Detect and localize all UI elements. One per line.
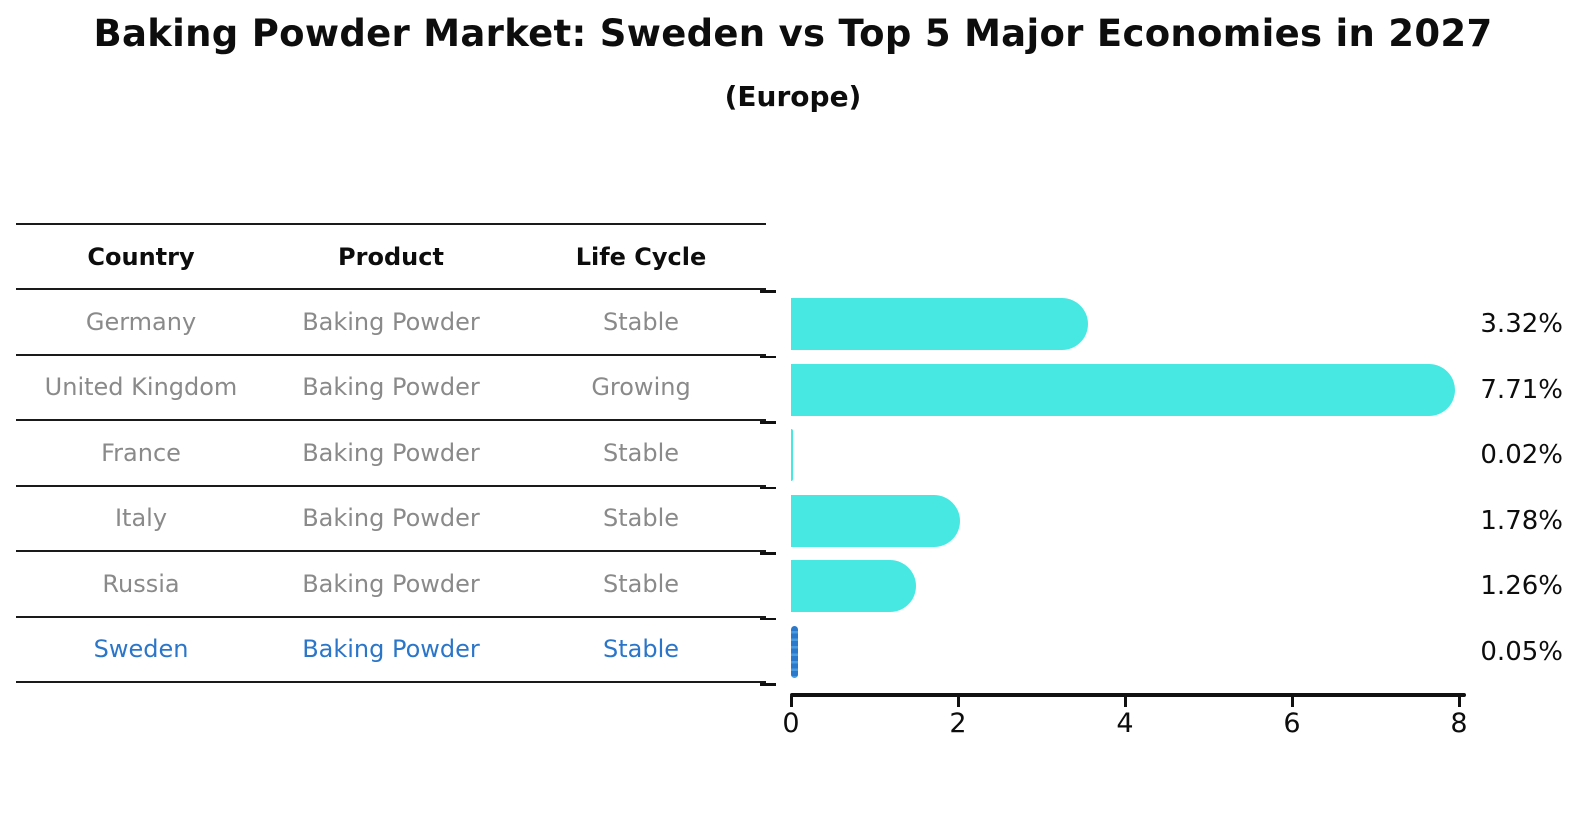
cell-united-kingdom-country: United Kingdom: [44, 373, 238, 402]
cell-sweden-product: Baking Powder: [302, 635, 480, 664]
value-label-united-kingdom: 7.71%: [1480, 374, 1563, 405]
table-row-italy: Italy Baking Powder Stable: [16, 487, 766, 552]
y-axis-tick-2: [760, 421, 776, 424]
x-axis-label-4: 4: [1116, 708, 1134, 739]
cell-united-kingdom-product: Baking Powder: [302, 373, 480, 402]
bar-russia: [791, 560, 917, 612]
x-axis-tick-4: [1123, 696, 1127, 707]
cell-italy-country: Italy: [114, 504, 168, 533]
x-axis-tick-8: [1457, 696, 1461, 707]
cell-italy-product: Baking Powder: [302, 504, 480, 533]
bar-sweden: [791, 625, 798, 678]
value-label-sweden: 0.05%: [1480, 636, 1563, 667]
x-axis-label-8: 8: [1450, 708, 1468, 739]
table-row-france: France Baking Powder Stable: [16, 421, 766, 487]
value-label-russia: 1.26%: [1480, 571, 1563, 601]
bar-germany: [791, 298, 1089, 350]
y-axis-tick-6: [760, 683, 776, 686]
x-axis-tick-2: [956, 696, 960, 707]
x-axis-label-0: 0: [782, 708, 800, 739]
y-axis-tick-3: [760, 486, 776, 490]
bar-france: [791, 429, 793, 481]
value-label-germany: 3.32%: [1480, 309, 1563, 339]
cell-germany-product: Baking Powder: [302, 307, 480, 336]
x-axis-line: [790, 693, 1466, 697]
y-axis-tick-4: [760, 552, 776, 555]
cell-united-kingdom-life-cycle: Growing: [591, 373, 691, 402]
chart-subtitle: (Europe): [724, 80, 862, 113]
column-header-life-cycle: Life Cycle: [575, 242, 707, 271]
x-axis-label-2: 2: [949, 708, 967, 739]
cell-russia-life-cycle: Stable: [602, 569, 680, 598]
y-axis-tick-0: [760, 290, 776, 293]
cell-germany-country: Germany: [85, 307, 197, 336]
table-header-row: Country Product Life Cycle: [16, 225, 766, 290]
y-axis-tick-1: [760, 355, 776, 359]
cell-sweden-life-cycle: Stable: [602, 635, 680, 664]
cell-france-product: Baking Powder: [302, 438, 480, 467]
table-row-sweden: Sweden Baking Powder Stable: [16, 618, 766, 683]
table-body: Germany Baking Powder Stable United Kingdom…: [16, 290, 766, 683]
cell-russia-product: Baking Powder: [302, 569, 480, 598]
x-axis-label-6: 6: [1283, 708, 1301, 739]
table-row-united-kingdom: United Kingdom Baking Powder Growing: [16, 356, 766, 421]
table-row-russia: Russia Baking Powder Stable: [16, 552, 766, 618]
value-label-italy: 1.78%: [1480, 505, 1563, 536]
country-table: Country Product Life Cycle Germany Baking…: [16, 223, 766, 683]
value-label-france: 0.02%: [1480, 440, 1563, 470]
x-axis-tick-0: [789, 696, 793, 707]
column-header-country: Country: [87, 242, 195, 271]
cell-france-life-cycle: Stable: [602, 438, 680, 467]
cell-france-country: France: [101, 438, 181, 467]
x-axis-tick-6: [1290, 696, 1294, 707]
y-axis-tick-5: [760, 617, 776, 621]
cell-italy-life-cycle: Stable: [602, 504, 680, 533]
table-row-germany: Germany Baking Powder Stable: [16, 290, 766, 356]
cell-russia-country: Russia: [102, 569, 180, 598]
bar-united-kingdom: [791, 363, 1455, 416]
chart-title: Baking Powder Market: Sweden vs Top 5 Ma…: [93, 12, 1493, 55]
cell-germany-life-cycle: Stable: [602, 307, 680, 336]
column-header-product: Product: [338, 242, 444, 271]
bar-italy: [791, 494, 960, 547]
cell-sweden-country: Sweden: [93, 635, 189, 664]
